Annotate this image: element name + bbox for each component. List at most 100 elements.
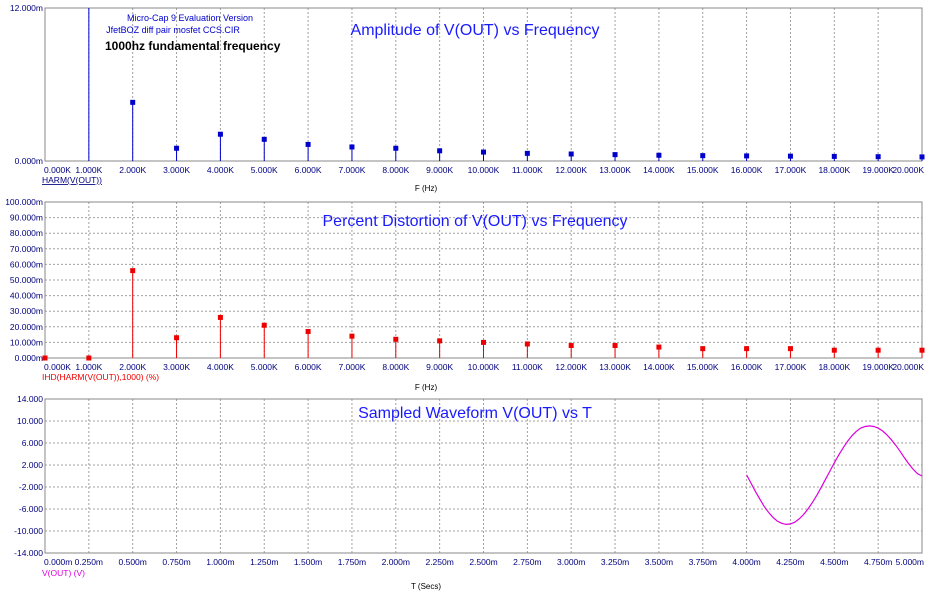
x-tick-label: 10.000K	[468, 362, 500, 372]
stem-marker	[217, 314, 223, 320]
x-tick-label: 8.000K	[382, 165, 409, 175]
y-tick-label: 100.000m	[5, 197, 43, 207]
x-tick-label: 11.000K	[512, 362, 543, 372]
stem-marker	[831, 347, 837, 353]
x-tick-label: 20.000K	[892, 165, 924, 175]
waveform-x-axis-title: T (Secs)	[411, 582, 441, 591]
stem-marker	[174, 145, 180, 151]
stem-marker	[919, 347, 925, 353]
stem-marker	[86, 355, 92, 361]
stem-marker	[393, 336, 399, 342]
x-tick-label: 14.000K	[643, 165, 675, 175]
stem-marker	[875, 347, 881, 353]
y-tick-label: 30.000m	[10, 306, 43, 316]
stem-marker	[481, 149, 486, 155]
stem-marker	[305, 328, 311, 334]
amplitude-grid	[88, 8, 879, 161]
stem-marker	[744, 153, 750, 159]
stem-marker	[700, 346, 706, 352]
stem-marker	[174, 335, 180, 341]
waveform-tick-labels: 0.000m 0.250m 0.500m 0.750m 1.000m 1.250m 1.50…	[14, 394, 924, 567]
waveform-series-label: V(OUT) (V)	[42, 568, 85, 578]
x-tick-label: 2.500m	[469, 557, 497, 567]
x-tick-label: 9.000K	[426, 362, 453, 372]
x-tick-label: 4.500m	[820, 557, 848, 567]
y-tick-label: 0.000m	[15, 156, 43, 166]
stem-marker	[261, 136, 267, 142]
x-tick-label: 18.000K	[818, 362, 850, 372]
y-tick-label: 40.000m	[10, 291, 43, 301]
stem-marker	[700, 153, 706, 159]
info-version-text: Micro-Cap 9 Evaluation Version	[127, 13, 253, 23]
stem-marker	[437, 338, 443, 344]
x-tick-label: 0.750m	[162, 557, 190, 567]
x-tick-label: 4.250m	[776, 557, 804, 567]
x-tick-label: 3.000K	[163, 362, 190, 372]
y-tick-label: 0.000m	[15, 353, 43, 363]
amplitude-panel: 0.000K 1.000K 2.000K 3.000K 4.000K 5.000K 6.00…	[10, 3, 925, 193]
amplitude-chart-title: Amplitude of V(OUT) vs Frequency	[351, 22, 600, 39]
x-tick-label: 19.000K	[862, 362, 894, 372]
amplitude-stems	[88, 8, 925, 161]
y-tick-label: 10.000	[17, 416, 43, 426]
x-tick-label: 6.000K	[295, 165, 322, 175]
stem-marker	[393, 145, 399, 151]
x-tick-label: 15.000K	[687, 362, 719, 372]
x-tick-label: 3.750m	[689, 557, 717, 567]
x-tick-label: 4.000K	[207, 165, 234, 175]
stem-marker	[481, 339, 486, 345]
stem-marker	[787, 153, 793, 159]
distortion-stems	[42, 268, 925, 361]
x-tick-label: 2.250m	[425, 557, 453, 567]
x-tick-label: 0.000K	[44, 165, 71, 175]
x-tick-label: 1.250m	[250, 557, 278, 567]
stem-marker	[656, 152, 662, 158]
x-tick-label: 20.000K	[892, 362, 924, 372]
y-tick-label: 20.000m	[10, 322, 43, 332]
x-tick-label: 1.000m	[206, 557, 234, 567]
x-tick-label: 4.000m	[732, 557, 760, 567]
y-tick-label: 50.000m	[10, 275, 43, 285]
y-tick-label: -6.000	[19, 504, 43, 514]
x-tick-label: 14.000K	[643, 362, 675, 372]
x-tick-label: 2.000K	[119, 165, 146, 175]
x-tick-label: 13.000K	[599, 362, 631, 372]
waveform-grid	[45, 399, 922, 553]
y-tick-label: -10.000	[14, 526, 43, 536]
x-tick-label: 16.000K	[731, 165, 763, 175]
stem-marker	[875, 154, 881, 160]
y-tick-label: -2.000	[19, 482, 43, 492]
y-tick-label: -14.000	[14, 548, 43, 558]
y-tick-label: 2.000	[22, 460, 44, 470]
x-tick-label: 4.750m	[864, 557, 892, 567]
stem-marker	[130, 99, 136, 105]
x-tick-label: 7.000K	[338, 165, 365, 175]
x-tick-label: 3.500m	[645, 557, 673, 567]
x-tick-label: 8.000K	[382, 362, 409, 372]
y-tick-label: 12.000m	[10, 3, 43, 13]
x-tick-label: 9.000K	[426, 165, 453, 175]
stem-marker	[42, 355, 48, 361]
y-tick-label: 90.000m	[10, 213, 43, 223]
x-tick-label: 12.000K	[555, 165, 587, 175]
distortion-x-axis-title: F (Hz)	[415, 383, 438, 392]
stem-marker	[919, 154, 925, 160]
stem-marker	[130, 268, 136, 274]
x-tick-label: 0.000m	[44, 557, 72, 567]
distortion-panel: 0.000K 1.000K 2.000K 3.000K 4.000K 5.000K 6.00…	[5, 197, 925, 392]
stem-marker	[349, 144, 355, 150]
x-tick-label: 17.000K	[775, 362, 807, 372]
y-tick-label: 80.000m	[10, 228, 43, 238]
x-tick-label: 5.000K	[251, 165, 278, 175]
x-tick-label: 2.000m	[382, 557, 410, 567]
x-tick-label: 0.500m	[119, 557, 147, 567]
y-tick-label: 70.000m	[10, 244, 43, 254]
y-tick-label: 60.000m	[10, 259, 43, 269]
y-tick-label: 14.000	[17, 394, 43, 404]
x-tick-label: 17.000K	[775, 165, 807, 175]
x-tick-label: 0.000K	[44, 362, 71, 372]
x-tick-label: 3.000m	[557, 557, 585, 567]
x-tick-label: 15.000K	[687, 165, 719, 175]
x-tick-label: 3.250m	[601, 557, 629, 567]
